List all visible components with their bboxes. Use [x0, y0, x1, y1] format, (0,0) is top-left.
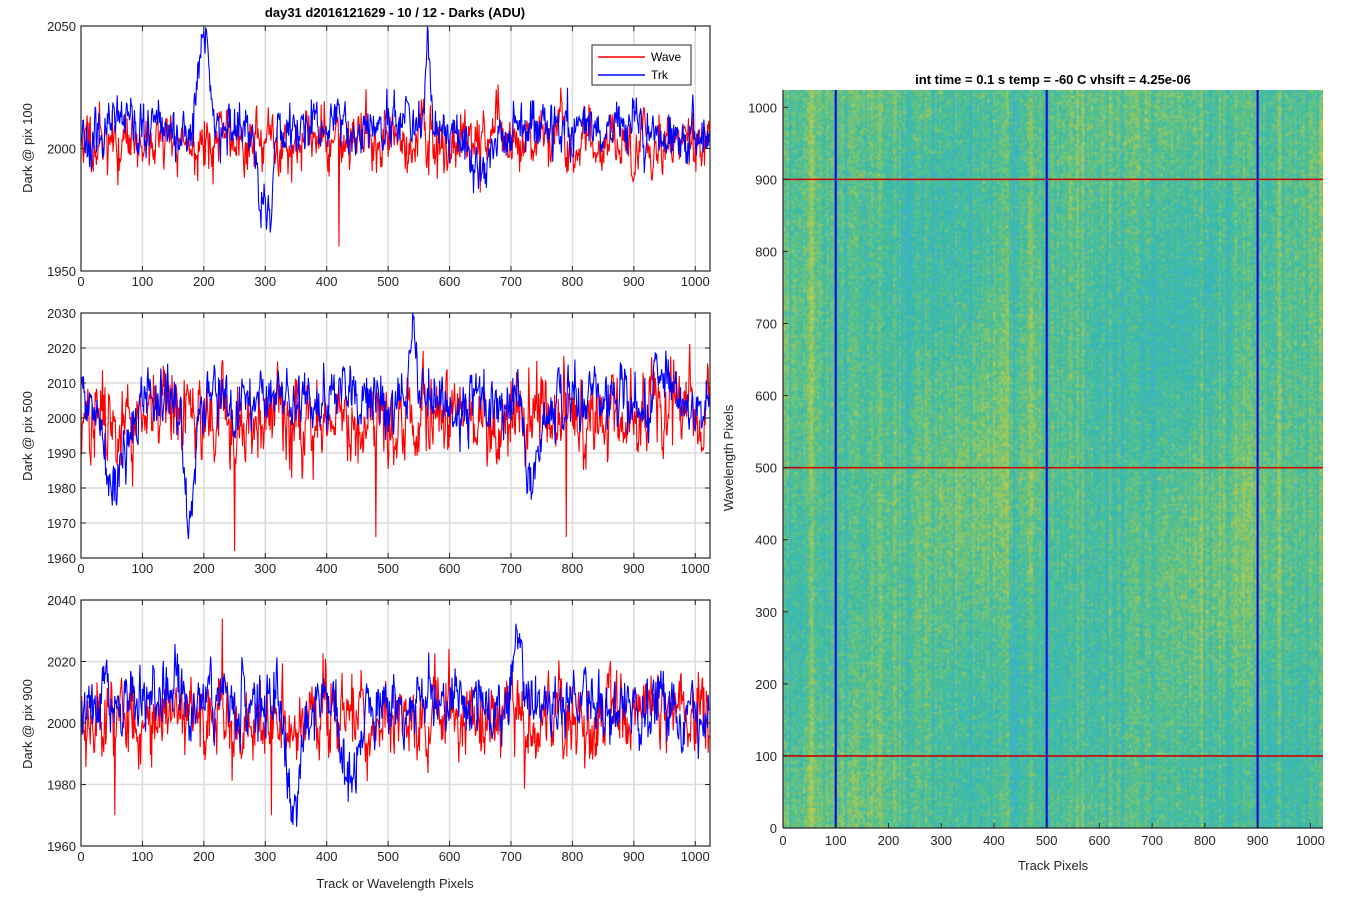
heatmap-panel: 0 100 200 300 400 500 600 700 800 900 1000 0 100 200 3…	[721, 72, 1325, 873]
heatmap-y-tick-label: 1000	[748, 100, 777, 115]
heatmap-x-tick-label: 300	[930, 833, 952, 848]
legend-box	[591, 44, 692, 86]
heatmap-y-tick-label: 600	[755, 389, 777, 404]
y-tick-label: 1990	[47, 446, 76, 461]
x-tick-label: 800	[562, 849, 584, 864]
x-tick-label: 1000	[681, 274, 710, 289]
plot-area: 0 100 200 300 400 500 600 700 800 900 1000 1960 1980…	[47, 593, 711, 864]
x-tick-label: 500	[377, 274, 399, 289]
x-tick-label: 300	[254, 274, 276, 289]
axes-frame	[80, 312, 711, 559]
heatmap-title: int time = 0.1 s temp = -60 C vhsift = 4…	[915, 72, 1191, 87]
y-tick-label: 2010	[47, 376, 76, 391]
plot-background	[81, 313, 710, 558]
x-tick-label: 400	[316, 561, 338, 576]
y-tick-label: 2000	[47, 716, 76, 731]
y-tick-label: 1980	[47, 778, 76, 793]
x-tick-label: 900	[623, 561, 645, 576]
x-tick-label: 600	[439, 274, 461, 289]
x-tick-label: 0	[77, 561, 84, 576]
x-tick-label: 500	[377, 849, 399, 864]
x-tick-label: 0	[77, 849, 84, 864]
y-tick-label: 1960	[47, 839, 76, 854]
y-tick-label: 1980	[47, 481, 76, 496]
heatmap-y-tick-label: 500	[755, 461, 777, 476]
x-tick-label: 100	[132, 849, 154, 864]
x-tick-label: 0	[77, 274, 84, 289]
x-tick-label: 600	[439, 561, 461, 576]
x-tick-label: 100	[132, 561, 154, 576]
x-tick-label: 400	[316, 274, 338, 289]
x-tick-label: 500	[377, 561, 399, 576]
heatmap-x-tick-label: 800	[1194, 833, 1216, 848]
heatmap-x-tick-label: 900	[1247, 833, 1269, 848]
x-tick-label: 400	[316, 849, 338, 864]
x-tick-label: 700	[500, 274, 522, 289]
heatmap-x-tick-label: 600	[1089, 833, 1111, 848]
y-tick-label: 2030	[47, 306, 76, 321]
x-tick-label: 800	[562, 274, 584, 289]
ylabel-pix-100: Dark @ pix 100	[20, 103, 35, 193]
y-tick-label: 1950	[47, 264, 76, 279]
y-tick-label: 2040	[47, 593, 76, 608]
heatmap-xlabel: Track Pixels	[1018, 858, 1089, 873]
figure-title: day31 d2016121629 - 10 / 12 - Darks (ADU…	[265, 5, 525, 20]
heatmap-area: 0 100 200 300 400 500 600 700 800 900 1000 0 100 200 3…	[748, 90, 1325, 848]
xlabel-track-or-wavelength: Track or Wavelength Pixels	[316, 876, 474, 891]
series-line-trk	[81, 623, 710, 827]
heatmap-x-tick-label: 700	[1141, 833, 1163, 848]
series-line-wave	[81, 343, 710, 552]
heatmap-y-tick-label: 100	[755, 749, 777, 764]
heatmap-y-tick-label: 200	[755, 677, 777, 692]
y-tick-label: 2020	[47, 655, 76, 670]
heatmap-ylabel: Wavelength Pixels	[721, 404, 736, 511]
x-tick-label: 800	[562, 561, 584, 576]
x-tick-label: 900	[623, 849, 645, 864]
y-tick-label: 1960	[47, 551, 76, 566]
legend: Wave Trk	[591, 44, 692, 86]
legend-label-trk: Trk	[651, 68, 669, 82]
heatmap-x-tick-label: 100	[825, 833, 847, 848]
line-plot-pix-500: 0 100 200 300 400 500 600 700 800 900 1000 1960 1970…	[20, 306, 711, 576]
line-plot-pix-100: 0 100 200 300 400 500 600 700 800 900 1000 1950 2000…	[20, 5, 711, 289]
x-tick-label: 200	[193, 274, 215, 289]
x-tick-label: 700	[500, 561, 522, 576]
x-tick-label: 100	[132, 274, 154, 289]
heatmap-y-tick-label: 900	[755, 172, 777, 187]
line-plot-pix-900: 0 100 200 300 400 500 600 700 800 900 1000 1960 1980…	[20, 593, 711, 891]
ylabel-pix-500: Dark @ pix 500	[20, 391, 35, 481]
heatmap-x-tick-label: 500	[1036, 833, 1058, 848]
x-tick-label: 1000	[681, 561, 710, 576]
x-tick-label: 1000	[681, 849, 710, 864]
heatmap-y-tick-label: 400	[755, 533, 777, 548]
legend-label-wave: Wave	[651, 50, 682, 64]
y-tick-label: 2000	[47, 142, 76, 157]
heatmap-y-tick-label: 300	[755, 605, 777, 620]
heatmap-image	[783, 90, 1323, 828]
ylabel-pix-900: Dark @ pix 900	[20, 679, 35, 769]
heatmap-x-tick-label: 1000	[1296, 833, 1325, 848]
series-line-wave	[81, 84, 710, 247]
heatmap-y-tick-label: 700	[755, 317, 777, 332]
series-line-trk	[81, 26, 710, 233]
x-tick-label: 300	[254, 849, 276, 864]
heatmap-y-tick-label: 0	[770, 821, 777, 836]
x-tick-label: 700	[500, 849, 522, 864]
y-tick-label: 2050	[47, 19, 76, 34]
y-tick-label: 2020	[47, 341, 76, 356]
y-tick-label: 2000	[47, 411, 76, 426]
x-tick-label: 600	[439, 849, 461, 864]
series-line-trk	[81, 313, 710, 540]
x-tick-label: 200	[193, 849, 215, 864]
plot-area: 0 100 200 300 400 500 600 700 800 900 1000 1960 1970…	[47, 306, 711, 576]
heatmap-x-tick-label: 400	[983, 833, 1005, 848]
heatmap-x-tick-label: 0	[779, 833, 786, 848]
x-tick-label: 900	[623, 274, 645, 289]
heatmap-x-tick-label: 200	[878, 833, 900, 848]
y-tick-label: 1970	[47, 516, 76, 531]
x-tick-label: 200	[193, 561, 215, 576]
heatmap-y-tick-label: 800	[755, 244, 777, 259]
x-tick-label: 300	[254, 561, 276, 576]
